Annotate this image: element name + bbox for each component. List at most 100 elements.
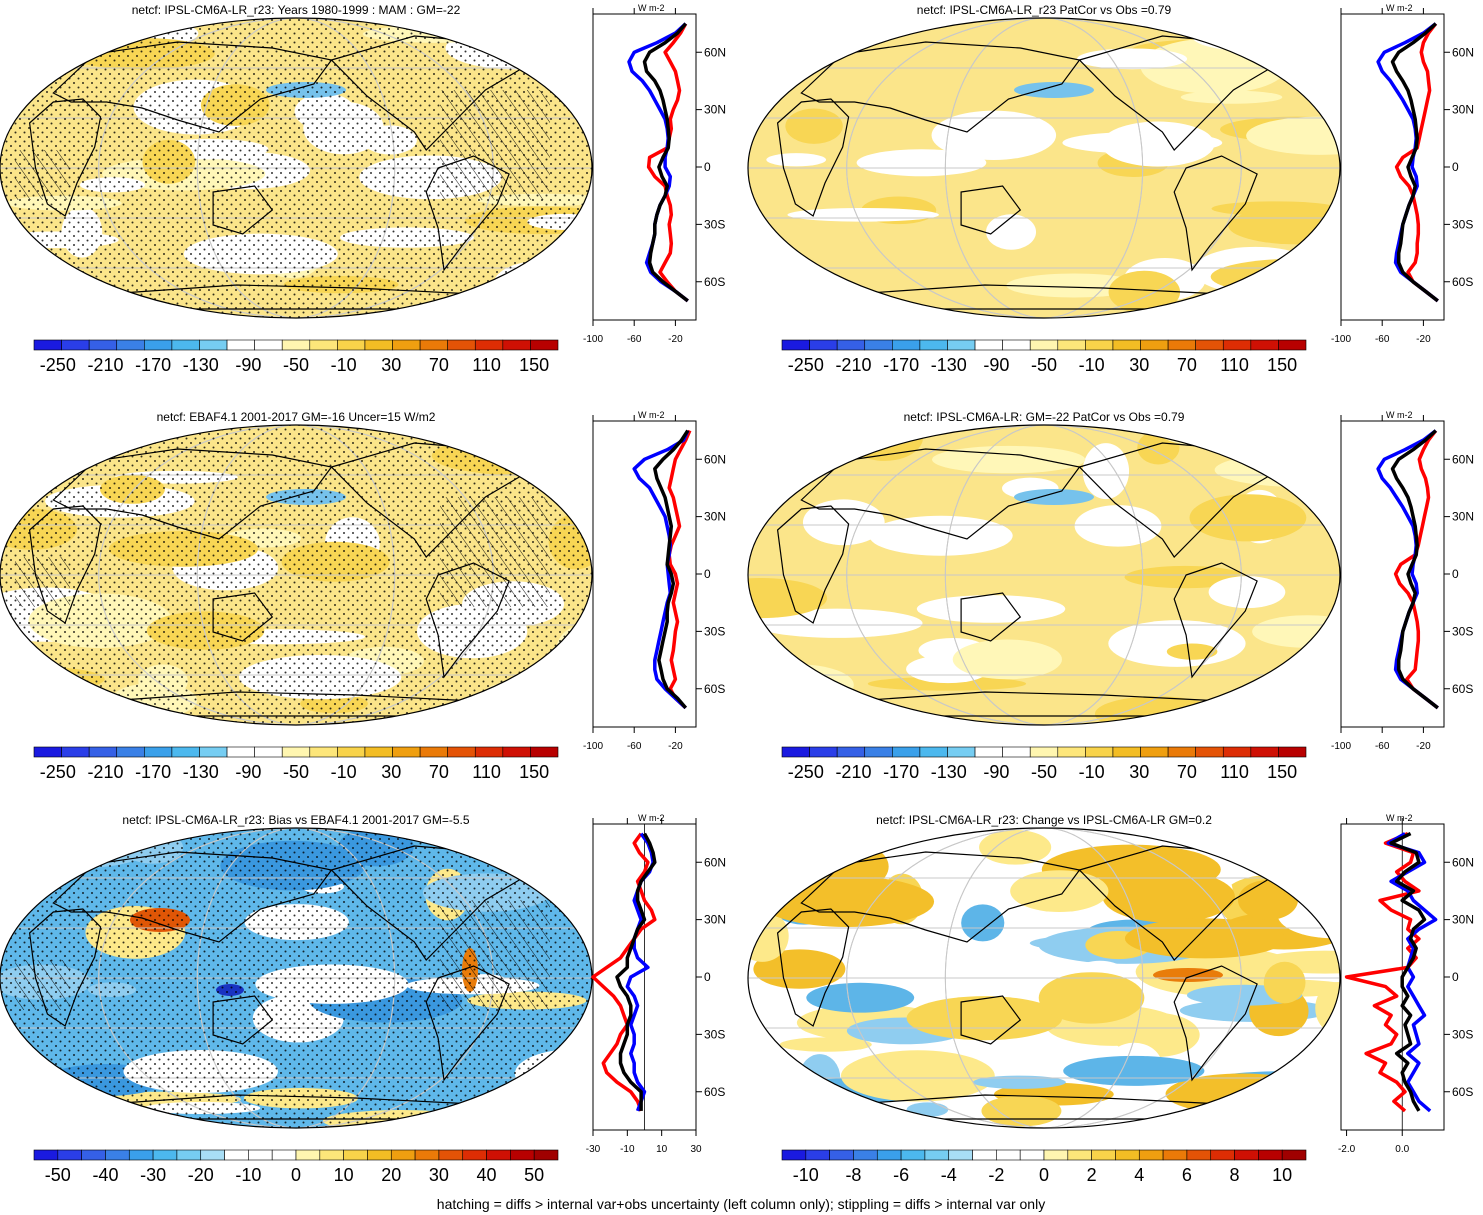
- colorbar-swatch: [1140, 339, 1169, 351]
- field-patch: [766, 153, 827, 167]
- profile-ytick-label: 30N: [1452, 103, 1474, 117]
- colorbar-tick-label: -10: [331, 762, 357, 782]
- colorbar-swatch: [390, 1149, 416, 1161]
- field-patch: [1313, 253, 1340, 284]
- colorbar-swatch: [974, 746, 1003, 758]
- field-patch: [477, 684, 520, 725]
- profile-ytick-label: 60N: [704, 45, 726, 59]
- colorbar-swatch: [343, 1149, 368, 1161]
- map-field: [748, 425, 1340, 725]
- colorbar-tick-label: -50: [283, 762, 309, 782]
- negative-anomaly-patch: [1014, 82, 1094, 98]
- colorbar-tick-label: -250: [40, 355, 76, 375]
- profile-ytick-label: 30S: [704, 217, 725, 231]
- colorbar-tick-label: 110: [1220, 355, 1249, 375]
- colorbar-swatch: [144, 746, 173, 758]
- field-patch: [986, 214, 1037, 250]
- colorbar-swatch: [1210, 1149, 1235, 1161]
- colorbar-swatch: [924, 1149, 950, 1161]
- profile-xtick-label: -60: [1375, 741, 1390, 752]
- colorbar-tick-label: 30: [1129, 355, 1149, 375]
- profile-line-blue: [1376, 429, 1439, 710]
- field-patch: [1082, 443, 1130, 500]
- profile-line-blue: [1386, 832, 1438, 1113]
- profile-line-black: [615, 832, 657, 1111]
- colorbar-tick-label: -4: [941, 1165, 957, 1185]
- colorbar-swatch: [1222, 339, 1252, 351]
- profile-unit: W m-2: [1386, 410, 1413, 420]
- profile-ytick-label: 30N: [704, 913, 726, 927]
- profile-line-red: [1344, 831, 1421, 1113]
- profile-line-red: [1393, 429, 1439, 710]
- profile-line-black: [642, 22, 689, 303]
- zonal-profile: W m-2 60N 30N 0 30S 60S -100 -60 -20: [1331, 410, 1474, 752]
- colorbar-tick-label: 150: [1267, 355, 1297, 375]
- profile-xtick-label: -60: [1375, 334, 1390, 345]
- colorbar: -10 -8 -6 -4 -2 0 2 4 6 8 10: [781, 1149, 1307, 1185]
- colorbar-swatch: [1195, 746, 1224, 758]
- colorbar-swatch: [1029, 339, 1059, 351]
- field-patch: [1256, 828, 1340, 849]
- colorbar-swatch: [419, 746, 448, 758]
- profile-ytick-label: 0: [1452, 160, 1459, 174]
- panel-6: netcf: IPSL-CM6A-LR_r23: Change vs IPSL-…: [747, 813, 1474, 1185]
- colorbar-tick-label: -250: [40, 762, 76, 782]
- colorbar-swatch: [474, 339, 504, 351]
- field-patch: [1315, 981, 1340, 1035]
- profile-ytick-label: 60N: [704, 452, 726, 466]
- colorbar-tick-label: 110: [472, 355, 501, 375]
- field-patch: [751, 608, 923, 638]
- colorbar-swatch: [974, 339, 1003, 351]
- colorbar-swatch: [33, 1149, 59, 1161]
- field-patch: [1108, 270, 1181, 314]
- colorbar-swatch: [462, 1149, 487, 1161]
- colorbar-tick-label: -50: [1031, 355, 1057, 375]
- field-patch: [785, 108, 843, 144]
- map-border: [747, 827, 1341, 1129]
- colorbar-swatch: [1029, 746, 1059, 758]
- profile-line-blue: [1376, 22, 1439, 303]
- profile-xtick-label: 0.0: [1395, 1144, 1409, 1155]
- colorbar-tick-label: -170: [883, 762, 919, 782]
- field-patch: [1228, 206, 1340, 245]
- colorbar-tick-label: 110: [1220, 762, 1249, 782]
- field-patch: [758, 24, 810, 74]
- profile-ytick-label: 30N: [1452, 510, 1474, 524]
- colorbar-swatch: [1057, 746, 1086, 758]
- colorbar-tick-label: 110: [472, 762, 501, 782]
- colorbar-swatch: [809, 746, 838, 758]
- colorbar-swatch: [781, 339, 810, 351]
- colorbar-swatch: [1138, 1149, 1164, 1161]
- profile-xtick-label: -10: [620, 1144, 635, 1155]
- longitude-line: [944, 425, 1144, 725]
- colorbar-tick-label: -130: [931, 355, 967, 375]
- colorbar-tick-label: -170: [135, 355, 171, 375]
- field-patch: [906, 996, 1063, 1041]
- colorbar-swatch: [1258, 1149, 1283, 1161]
- colorbar: -250 -210 -170 -130 -90 -50 -10 30 70 110 150: [781, 746, 1307, 782]
- colorbar-swatch: [1043, 1149, 1069, 1161]
- panel-title: netcf: IPSL-CM6A-LR_r23: Bias vs EBAF4.1…: [122, 813, 469, 827]
- colorbar-swatch: [1140, 746, 1169, 758]
- colorbar-swatch: [105, 1149, 130, 1161]
- hatching: [15, 557, 70, 607]
- map-field: [0, 828, 592, 1128]
- colorbar-swatch: [226, 339, 255, 351]
- zonal-profile: W m-2 60N 30N 0 30S 60S -100 -60 -20: [583, 410, 726, 752]
- field-patch: [748, 664, 854, 706]
- field-patch: [1137, 430, 1180, 465]
- colorbar-swatch: [1085, 339, 1114, 351]
- colorbar-swatch: [864, 746, 893, 758]
- panel-title: netcf: IPSL-CM6A-LR_r23 PatCor vs Obs =0…: [917, 3, 1172, 17]
- footer-note: hatching = diffs > internal var+obs unce…: [437, 1196, 1045, 1212]
- longitude-line: [944, 828, 1144, 1128]
- colorbar-swatch: [152, 1149, 178, 1161]
- colorbar-tick-label: 6: [1182, 1165, 1192, 1185]
- colorbar-swatch: [295, 1149, 321, 1161]
- field-patch: [1077, 48, 1188, 70]
- longitude-line: [846, 18, 1242, 318]
- field-patch: [931, 110, 1057, 160]
- colorbar-tick-label: -30: [140, 1165, 166, 1185]
- colorbar: -250 -210 -170 -130 -90 -50 -10 30 70 110 150: [781, 339, 1307, 375]
- profile-ytick-label: 60N: [1452, 45, 1474, 59]
